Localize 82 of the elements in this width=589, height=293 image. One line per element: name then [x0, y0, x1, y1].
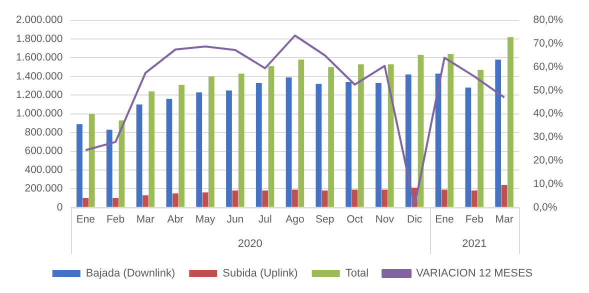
bar: [262, 190, 268, 207]
bar: [358, 64, 364, 207]
legend-label: VARIACION 12 MESES: [416, 268, 533, 280]
bar: [226, 90, 232, 207]
x-tick-label: Jul: [258, 214, 272, 226]
bar: [478, 70, 484, 207]
x-tick-label: Abr: [167, 214, 184, 226]
x-tick-label: Ene: [76, 214, 96, 226]
x-tick-label: Feb: [465, 214, 484, 226]
x-tick-label: Ago: [286, 214, 304, 226]
bar: [196, 92, 202, 207]
bar: [442, 190, 448, 207]
bar: [448, 54, 454, 207]
y2-tick-label: 80,0%: [533, 14, 564, 26]
bar: [501, 184, 508, 207]
y2-tick-label: 50,0%: [533, 84, 564, 96]
x-tick-label: Feb: [106, 214, 125, 226]
bar: [352, 190, 358, 207]
x-tick-label: Oct: [346, 214, 364, 226]
x-tick-label: Jun: [226, 214, 244, 226]
x-tick-label: Sep: [316, 214, 334, 226]
bar: [112, 198, 118, 207]
bar: [166, 98, 172, 207]
y2-tick-label: 40,0%: [533, 108, 564, 120]
x-tick-label: Dic: [406, 214, 422, 226]
y-tick-label: 800.000: [24, 126, 63, 138]
y-tick-label: 1.000.000: [16, 108, 63, 120]
bar: [148, 91, 155, 207]
bar: [202, 192, 208, 207]
y-tick-label: 600.000: [24, 145, 63, 158]
bar: [508, 37, 514, 207]
y2-tick-label: 10,0%: [533, 178, 564, 190]
y-tick-label: 0: [56, 201, 63, 214]
bar: [471, 190, 478, 207]
x-tick-label: Nov: [375, 214, 395, 226]
bar: [322, 190, 328, 207]
y2-tick-label: 0,0%: [533, 201, 558, 214]
y-tick-label: 1.600.000: [16, 52, 63, 64]
bar: [76, 124, 82, 207]
y2-tick-label: 60,0%: [533, 60, 564, 73]
bar: [172, 193, 178, 207]
legend-label: Bajada (Downlink): [86, 268, 176, 280]
y2-tick-label: 30,0%: [533, 131, 564, 144]
bar: [82, 198, 89, 207]
bar: [495, 60, 502, 207]
bar: [382, 190, 388, 207]
bar: [142, 195, 148, 207]
legend-label: Total: [345, 268, 369, 280]
bar: [388, 64, 394, 207]
bar: [232, 190, 238, 207]
bar: [178, 84, 184, 207]
x-tick-label: Mar: [136, 214, 156, 226]
bar: [376, 82, 382, 207]
bar: [256, 82, 262, 207]
y-tick-label: 400.000: [24, 164, 63, 176]
y-tick-label: 1.200.000: [16, 89, 63, 102]
bar: [268, 66, 274, 207]
bar: [88, 114, 95, 207]
y2-tick-label: 70,0%: [533, 38, 564, 50]
x-tick-label: Ene: [435, 214, 454, 226]
y-tick-label: 200.000: [24, 182, 63, 195]
bar: [298, 60, 304, 207]
bar: [208, 76, 214, 207]
bar: [292, 190, 298, 207]
legend-label: Subida (Uplink): [222, 268, 298, 280]
bar: [106, 130, 112, 207]
text: 2021: [462, 238, 487, 250]
bar: [316, 84, 322, 207]
bar: [328, 67, 334, 207]
y2-tick-label: 20,0%: [533, 154, 564, 167]
y-tick-label: 1.800.000: [16, 32, 63, 45]
text: 2020: [238, 238, 262, 250]
x-tick-label: Mar: [495, 214, 514, 226]
bar: [465, 88, 472, 207]
bar: [136, 104, 142, 207]
y-tick-label: 1.400.000: [16, 70, 63, 82]
x-tick-label: May: [195, 214, 216, 226]
bar: [286, 77, 292, 207]
bar: [405, 74, 412, 207]
y-tick-label: 2.000.000: [16, 14, 63, 26]
bar: [238, 74, 244, 207]
bar: [346, 82, 352, 207]
